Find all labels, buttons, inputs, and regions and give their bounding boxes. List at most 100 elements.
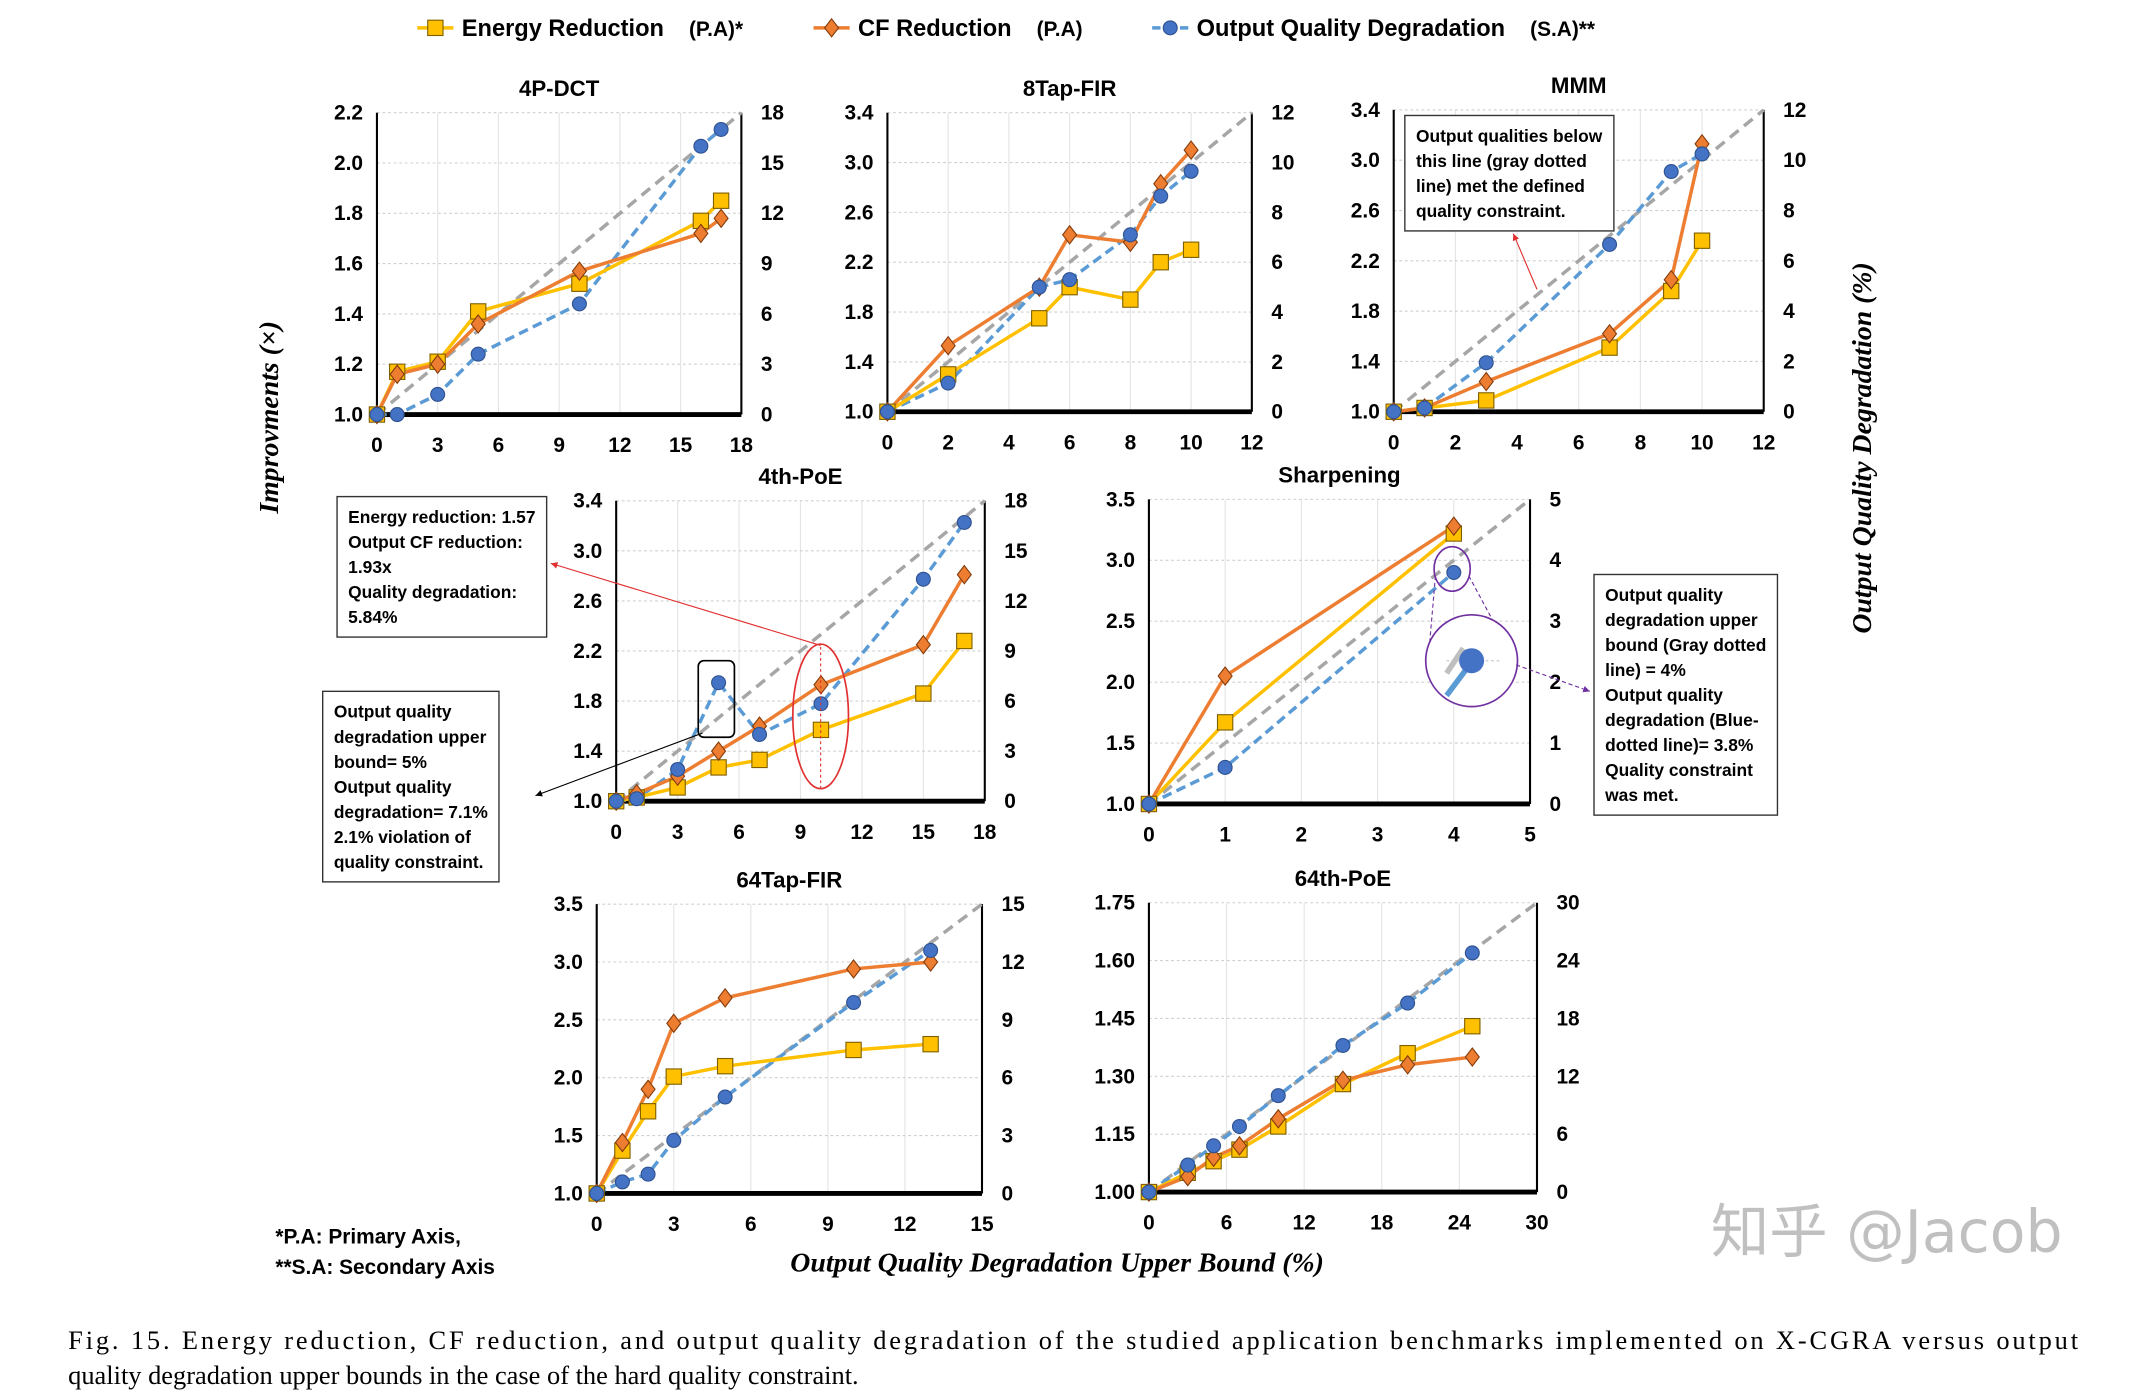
sharp-note-line: Output quality bbox=[1605, 685, 1723, 705]
x-tick-label: 12 bbox=[608, 434, 631, 457]
y-tick-label: 3.5 bbox=[1106, 488, 1135, 511]
quality-point bbox=[713, 121, 729, 137]
x-axis-title: Output Quality Degradation Upper Bound (… bbox=[790, 1247, 1324, 1278]
quality-point bbox=[1180, 1157, 1196, 1173]
poe-violation-note-line: Output quality bbox=[334, 777, 452, 797]
quality-point bbox=[1335, 1037, 1351, 1053]
x-tick-label: 3 bbox=[1372, 824, 1384, 847]
zoom-quality-line bbox=[1444, 666, 1470, 698]
legend-diamond-icon bbox=[823, 17, 840, 38]
quality-point bbox=[717, 1089, 733, 1105]
quality-point bbox=[1231, 1118, 1247, 1134]
legend-axis: (P.A) bbox=[1037, 18, 1083, 41]
x-tick-label: 6 bbox=[733, 821, 745, 844]
y2-tick-label: 4 bbox=[1783, 300, 1795, 323]
quality-point bbox=[956, 514, 972, 530]
poe-note-line: 5.84% bbox=[348, 607, 397, 627]
quality-point bbox=[846, 994, 862, 1011]
quality-point bbox=[1270, 1088, 1286, 1104]
sharp-note-line: was met. bbox=[1604, 785, 1678, 805]
y-tick-label: 1.8 bbox=[845, 301, 874, 324]
y-tick-label: 1.60 bbox=[1094, 950, 1135, 973]
sharp-note-line: degradation (Blue- bbox=[1605, 710, 1759, 730]
x-tick-label: 6 bbox=[745, 1213, 757, 1236]
quality-point bbox=[640, 1166, 656, 1182]
sharp-note-line: Output quality bbox=[1605, 585, 1723, 605]
y2-tick-label: 15 bbox=[1004, 540, 1028, 563]
cf-point bbox=[1183, 140, 1199, 161]
y-tick-label: 2.6 bbox=[1351, 199, 1380, 222]
x-tick-label: 12 bbox=[1240, 431, 1263, 454]
quality-point bbox=[670, 761, 686, 778]
poe-note-line: Quality degradation: bbox=[348, 582, 517, 602]
y2-tick-label: 12 bbox=[1556, 1065, 1579, 1088]
legend-label: CF Reduction bbox=[858, 16, 1012, 42]
legend-square-icon bbox=[427, 19, 444, 37]
quality-point bbox=[915, 571, 931, 587]
poe-note: Energy reduction: 1.57 Output CF reductio… bbox=[336, 495, 548, 638]
x-tick-label: 0 bbox=[882, 431, 894, 454]
chart-title: 4th-PoE bbox=[758, 464, 842, 489]
y-tick-label: 2.0 bbox=[554, 1067, 583, 1090]
y-right-axis-title: Output Quality Degradation (%) bbox=[1847, 262, 1878, 633]
y-tick-label: 2.2 bbox=[1351, 250, 1380, 273]
y2-tick-label: 9 bbox=[1004, 640, 1016, 663]
y-tick-label: 1.6 bbox=[334, 253, 363, 276]
quality-point bbox=[389, 407, 405, 423]
quality-point bbox=[430, 386, 446, 402]
cf-point bbox=[1180, 1166, 1196, 1187]
cf-point bbox=[922, 952, 939, 972]
y-tick-label: 1.8 bbox=[334, 202, 363, 225]
x-tick-label: 0 bbox=[610, 821, 622, 844]
x-tick-label: 6 bbox=[1221, 1212, 1233, 1235]
x-tick-label: 9 bbox=[553, 434, 565, 457]
x-tick-label: 18 bbox=[1370, 1212, 1393, 1235]
y-tick-label: 1.4 bbox=[1351, 350, 1380, 373]
x-tick-label: 12 bbox=[850, 821, 873, 844]
chart-title: 64Tap-FIR bbox=[736, 867, 842, 892]
x-tick-label: 0 bbox=[1143, 824, 1155, 847]
mmm-note-line: Output qualities below bbox=[1416, 126, 1603, 146]
cf-point bbox=[1231, 1135, 1248, 1156]
cf-series-line bbox=[375, 216, 723, 416]
poe-note-box bbox=[336, 495, 548, 638]
cf-point bbox=[666, 1013, 682, 1034]
quality-point bbox=[1141, 1184, 1157, 1200]
poe-violation-note-line: degradation= 7.1% bbox=[334, 802, 488, 822]
y2-tick-label: 2 bbox=[1550, 671, 1562, 694]
cf-point bbox=[940, 335, 956, 356]
y-tick-label: 3.0 bbox=[845, 151, 874, 174]
y2-tick-label: 8 bbox=[1783, 199, 1795, 222]
quality-point bbox=[879, 404, 895, 420]
y-tick-label: 1.8 bbox=[573, 690, 602, 713]
quality-point bbox=[1217, 759, 1233, 775]
mmm-note-line: quality constraint. bbox=[1416, 201, 1566, 221]
caption-line-2: quality degradation upper bounds in the … bbox=[68, 1360, 859, 1390]
legend-item-2: Output Quality Degradation (S.A)** bbox=[1152, 16, 1596, 42]
watermark: 知乎 @Jacob bbox=[1711, 1198, 2063, 1266]
energy-point bbox=[639, 1103, 657, 1120]
poe-note-line: Output CF reduction: bbox=[348, 532, 523, 552]
y-tick-label: 1.30 bbox=[1094, 1065, 1135, 1088]
energy-point bbox=[1152, 254, 1169, 271]
y-tick-label: 3.0 bbox=[1106, 549, 1135, 572]
y-tick-label: 2.5 bbox=[554, 1009, 583, 1032]
y2-tick-label: 3 bbox=[1001, 1125, 1013, 1148]
x-tick-label: 12 bbox=[1752, 431, 1775, 454]
cf-point bbox=[713, 208, 729, 229]
y-tick-label: 3.0 bbox=[1351, 149, 1380, 172]
chart-mmm: MMM 0 2 4 6 8 10 12 1.0 1.4 1.8 2.2 2.6 3.0 3.4 0 2 4 6 8 10… bbox=[1351, 73, 1807, 454]
cf-point bbox=[1446, 516, 1462, 537]
poe-note-line: Energy reduction: 1.57 bbox=[348, 507, 535, 527]
y-tick-label: 1.2 bbox=[334, 353, 363, 376]
cf-point bbox=[1270, 1108, 1286, 1129]
energy-point bbox=[1693, 232, 1711, 249]
chart-8tap-fir: 8Tap-FIR 0 2 4 6 8 10 12 1.0 1.4 1.8 2.2 2.6 3.0 3.4 0 2… bbox=[845, 76, 1295, 454]
y2-tick-label: 0 bbox=[1271, 401, 1283, 424]
chart-64th-poe: 64th-PoE 0 6 12 18 24 30 1.00 1.15 1.30 1.45 1.60 1.… bbox=[1094, 866, 1580, 1235]
energy-point bbox=[1478, 392, 1495, 409]
x-tick-label: 10 bbox=[1180, 431, 1203, 454]
cf-point bbox=[710, 741, 727, 762]
legend-item-1: CF Reduction (P.A) bbox=[813, 16, 1083, 42]
x-tick-label: 2 bbox=[942, 431, 954, 454]
